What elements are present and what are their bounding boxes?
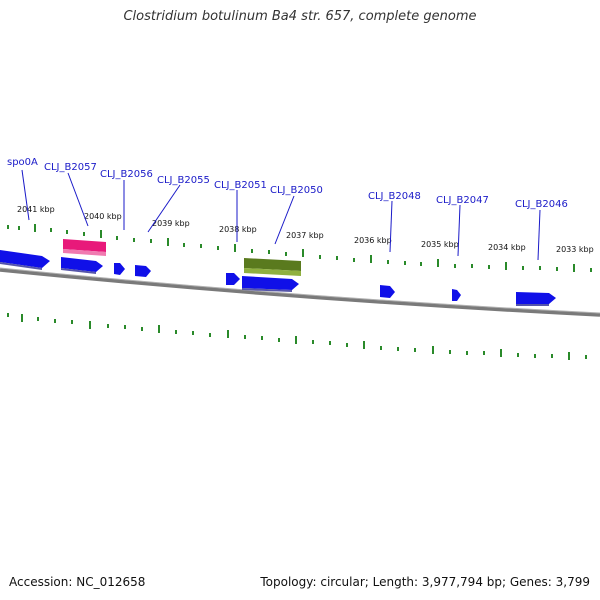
map-title: Clostridium botulinum Ba4 str. 657, comp…	[123, 9, 477, 24]
kbp-label: 2040 kbp	[84, 212, 122, 221]
gene-CLJ_B2056[interactable]	[114, 263, 125, 275]
gene-track	[0, 250, 556, 306]
gene-CLJ_B2055[interactable]	[135, 265, 151, 277]
kbp-label: 2034 kbp	[488, 243, 526, 252]
label-leaders	[21, 169, 541, 261]
gene-CLJ_B2057[interactable]	[61, 257, 103, 274]
kbp-labels: 2041 kbp 2040 kbp 2039 kbp 2038 kbp 2037…	[17, 205, 594, 254]
kbp-label: 2033 kbp	[556, 245, 594, 254]
gene-CLJ_B2051[interactable]	[226, 273, 240, 285]
kbp-label: 2037 kbp	[286, 231, 324, 240]
gene-label: CLJ_B2050	[270, 185, 323, 196]
gene-label: CLJ_B2056	[100, 169, 153, 180]
topology-text: Topology: circular; Length: 3,977,794 bp…	[260, 575, 590, 589]
kbp-label: 2038 kbp	[219, 225, 257, 234]
highlight-pink-feature[interactable]	[63, 239, 106, 256]
gene-label: CLJ_B2048	[368, 191, 421, 202]
accession-text: Accession: NC_012658	[9, 575, 146, 589]
gene-label: CLJ_B2055	[157, 175, 210, 186]
kbp-label: 2039 kbp	[152, 219, 190, 228]
outer-tick-track	[7, 224, 592, 272]
genome-backbone	[0, 268, 600, 317]
inner-tick-track	[7, 313, 587, 360]
gene-spo0A[interactable]	[0, 250, 50, 270]
gene-label: CLJ_B2051	[214, 180, 267, 191]
gene-CLJ_B2046[interactable]	[516, 292, 556, 306]
gene-labels: spo0A CLJ_B2057 CLJ_B2056 CLJ_B2055 CLJ_…	[7, 157, 568, 210]
gene-label: spo0A	[7, 157, 38, 168]
gene-label: CLJ_B2057	[44, 162, 97, 173]
gene-label: CLJ_B2047	[436, 195, 489, 206]
kbp-label: 2035 kbp	[421, 240, 459, 249]
gene-CLJ_B2050[interactable]	[242, 276, 299, 292]
gene-label: CLJ_B2046	[515, 199, 568, 210]
kbp-label: 2041 kbp	[17, 205, 55, 214]
highlight-green-feature[interactable]	[244, 258, 301, 276]
kbp-label: 2036 kbp	[354, 236, 392, 245]
gene-CLJ_B2048[interactable]	[380, 285, 395, 298]
gene-CLJ_B2047[interactable]	[452, 289, 461, 301]
